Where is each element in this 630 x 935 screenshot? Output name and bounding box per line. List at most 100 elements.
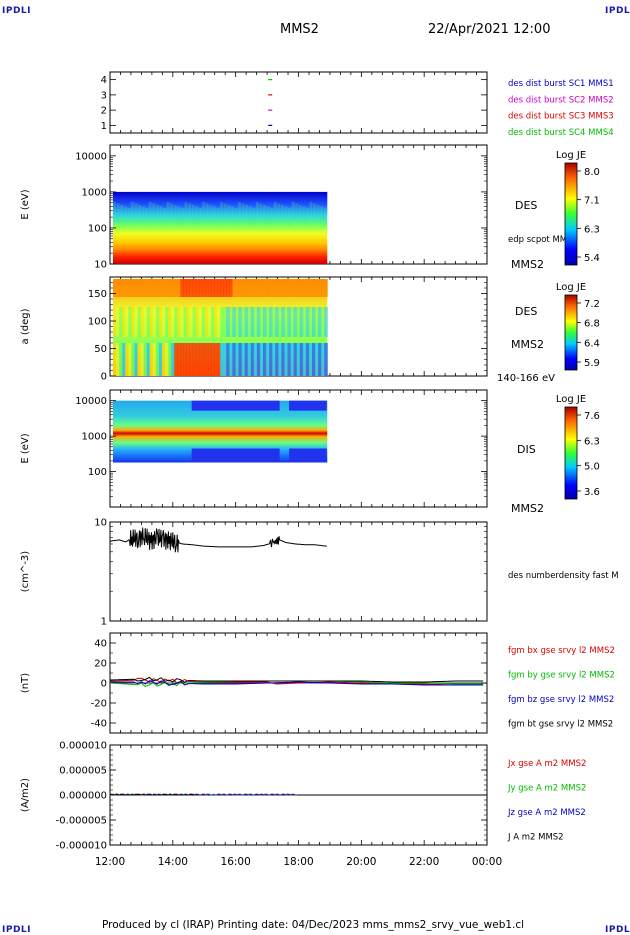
spectrogram-cell [177, 307, 181, 337]
spectrogram-cell [174, 279, 178, 297]
spectrogram-cell [253, 343, 258, 376]
spectrogram-cell [305, 307, 310, 337]
spectrogram-cell [143, 343, 148, 376]
legend-entry: fgm bt gse srvy l2 MMS2 [508, 720, 613, 730]
spectrogram-cell [122, 279, 126, 297]
spectrogram-stripe [170, 203, 174, 222]
spectrogram-stripe [127, 207, 131, 226]
spectrogram-cell [269, 279, 273, 297]
spectrogram-stripe [238, 201, 242, 220]
spectrogram-cell [140, 343, 145, 376]
y-tick-label: -0.000010 [56, 841, 107, 852]
spectrogram-cell [116, 307, 120, 337]
corner-label-bottom-left: IPDLI [2, 925, 31, 935]
y-tick-label: 0 [101, 372, 107, 383]
spectrogram-cell [311, 307, 316, 337]
spectrogram-cell [189, 343, 194, 376]
colorbar-tick-label: 3.6 [584, 487, 600, 498]
spectrogram-cell [155, 307, 160, 337]
spectrogram-stripe [148, 201, 152, 220]
spectrogram-cell [296, 307, 301, 337]
spectrogram-cell [214, 279, 218, 297]
spectrogram-stripe [323, 207, 327, 226]
spectrogram-cell [250, 343, 255, 376]
spectrogram-stripe [255, 201, 259, 220]
y-tick-label: -20 [91, 699, 107, 710]
spectrogram-cell [244, 279, 249, 297]
spectrogram-stripe [173, 204, 177, 223]
legend-entry: fgm by gse srvy l2 MMS2 [508, 671, 615, 681]
spectrogram-cell [201, 343, 206, 376]
spectrogram-stripe [202, 201, 206, 220]
spectrogram-cell [207, 343, 212, 376]
spectrogram-cell [299, 343, 304, 376]
spectrogram-cell [155, 343, 160, 376]
spectrogram-cell [198, 279, 203, 297]
colorbar-tick-label: 5.0 [584, 462, 600, 473]
spectrogram-cell [186, 343, 191, 376]
colorbar-tick-label: 6.3 [584, 436, 600, 447]
spectrogram-cell [284, 343, 289, 376]
datetime-title: 22/Apr/2021 12:00 [428, 22, 551, 37]
spectrogram-stripe [120, 204, 124, 223]
y-tick-label: 0.000000 [59, 791, 107, 802]
spectrogram-stripe [177, 206, 181, 225]
colorbar [564, 406, 578, 500]
spectrogram-cell [315, 279, 319, 297]
x-tick-label: 14:00 [158, 856, 188, 868]
instrument-label: DIS [517, 443, 536, 456]
spectrogram-cell [259, 307, 264, 337]
spectrogram-cell [204, 279, 209, 297]
magnetic-field-panel: (nT) 40 20 0 -20 -40 fgm bx gse srvy l2 MMS2 fg… [20, 632, 615, 734]
y-tick-label: 1000 [82, 432, 107, 443]
spectrogram-cell [226, 343, 230, 376]
colorbar-tick-label: 7.1 [584, 196, 600, 207]
spectrogram-cell [149, 279, 154, 297]
spectrogram-stripe [116, 203, 120, 222]
spectrogram-stripe [288, 207, 292, 226]
colorbar-tick-label: 5.9 [584, 358, 600, 369]
spectrogram-cell [315, 307, 319, 337]
spectrogram-stripe [155, 204, 159, 223]
spacecraft-title: MMS2 [280, 22, 319, 37]
spectrogram-stripe [205, 203, 209, 222]
spectrogram-cell [229, 307, 233, 337]
spectrogram-stripe [141, 206, 145, 225]
spectrogram-cell [131, 279, 135, 297]
spectrogram-stripe [270, 207, 274, 226]
y-tick-label: 1000 [82, 187, 107, 198]
current-panel: (A/m2) 0.000010 0.000005 0.000000 -0.000005 -… [20, 741, 586, 869]
spectrogram-cell [302, 279, 307, 297]
spectrogram-stripe [227, 204, 231, 223]
spectrogram-stripe [273, 201, 277, 220]
spectrogram-cell [137, 343, 142, 376]
spectrogram-cell [210, 343, 215, 376]
dis-energy-panel: E (eV) 100 1000 10000 DIS MMS2 Log JE 7.6 6.3 5.0… [20, 389, 600, 515]
y-axis-label: E (eV) [20, 189, 31, 219]
plot-frame [109, 71, 488, 134]
y-axis-label: (A/m2) [20, 778, 31, 812]
spectrogram-cell [308, 279, 313, 297]
spectrogram-cell [259, 343, 264, 376]
y-tick-label: 40 [94, 639, 107, 650]
spectrogram-cell [244, 343, 249, 376]
legend-entry: Jx gse A m2 MMS2 [507, 759, 586, 769]
spectrogram-cell [287, 343, 292, 376]
spectrogram-stripe [320, 206, 324, 225]
spectrogram-cell [308, 343, 313, 376]
spectrogram-cell [207, 279, 212, 297]
y-axis-label: (cm^-3) [20, 551, 31, 592]
spectrogram-cell [293, 343, 298, 376]
spectrogram-cell [189, 279, 194, 297]
spectrogram-stripe [245, 204, 249, 223]
spectrogram-stripe [313, 203, 317, 222]
corner-label-bottom-right: IPDLI [605, 925, 630, 935]
spectrogram-stripe [191, 204, 195, 223]
spectrogram-cell [250, 307, 255, 337]
spectrogram-cell [269, 307, 273, 337]
y-tick-label: 150 [88, 289, 107, 300]
spectrogram-stripe [234, 207, 238, 226]
spectrogram-cell [290, 307, 295, 337]
spectrogram-cell [152, 343, 157, 376]
y-tick-label: 0.000005 [59, 766, 107, 777]
